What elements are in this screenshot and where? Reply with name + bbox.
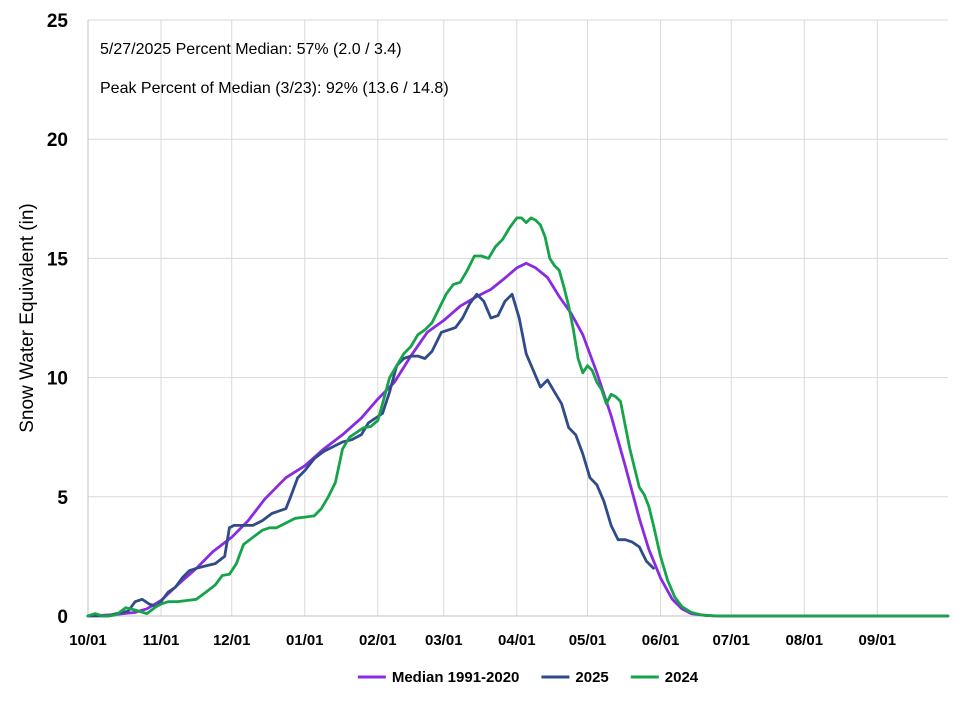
- y-tick-label: 10: [47, 369, 68, 390]
- x-tick-label: 03/01: [425, 632, 463, 649]
- legend-label: Median 1991-2020: [392, 669, 520, 686]
- series-line-2025: [86, 292, 655, 618]
- x-tick-label: 08/01: [786, 632, 824, 649]
- legend-label: 2024: [665, 669, 699, 686]
- series-line-median-1991-2020: [86, 261, 950, 618]
- y-tick-label: 15: [47, 249, 69, 270]
- legend: Median 1991-2020 2025 2024: [357, 669, 699, 686]
- x-tick-label: 11/01: [143, 632, 180, 649]
- y-axis-ticks: 0 5 10 15 20 25: [47, 11, 69, 628]
- x-axis-ticks: 10/01 11/01 12/01 01/01 02/01 03/01 04/01 05/01…: [69, 632, 896, 649]
- x-tick-label: 05/01: [569, 632, 607, 649]
- legend-label: 2025: [575, 669, 608, 686]
- x-tick-label: 04/01: [498, 632, 536, 649]
- grid-lines: [88, 19, 948, 616]
- y-tick-label: 0: [57, 607, 68, 628]
- annotation-peak-percent: Peak Percent of Median (3/23): 92% (13.6…: [100, 80, 449, 97]
- y-tick-label: 25: [47, 11, 69, 32]
- series-line-2024: [86, 216, 950, 618]
- y-axis-label: Snow Water Equivalent (in): [17, 203, 38, 433]
- series-lines: [86, 216, 950, 618]
- x-tick-label: 02/01: [359, 632, 397, 649]
- x-tick-label: 01/01: [286, 632, 324, 649]
- annotation-current-percent: 5/27/2025 Percent Median: 57% (2.0 / 3.4…: [100, 41, 402, 58]
- x-tick-label: 09/01: [859, 632, 897, 649]
- y-tick-label: 20: [47, 130, 68, 151]
- x-tick-label: 10/01: [69, 632, 107, 649]
- x-tick-label: 12/01: [213, 632, 251, 649]
- x-tick-label: 06/01: [642, 632, 680, 649]
- y-tick-label: 5: [57, 488, 68, 509]
- x-tick-label: 07/01: [712, 632, 750, 649]
